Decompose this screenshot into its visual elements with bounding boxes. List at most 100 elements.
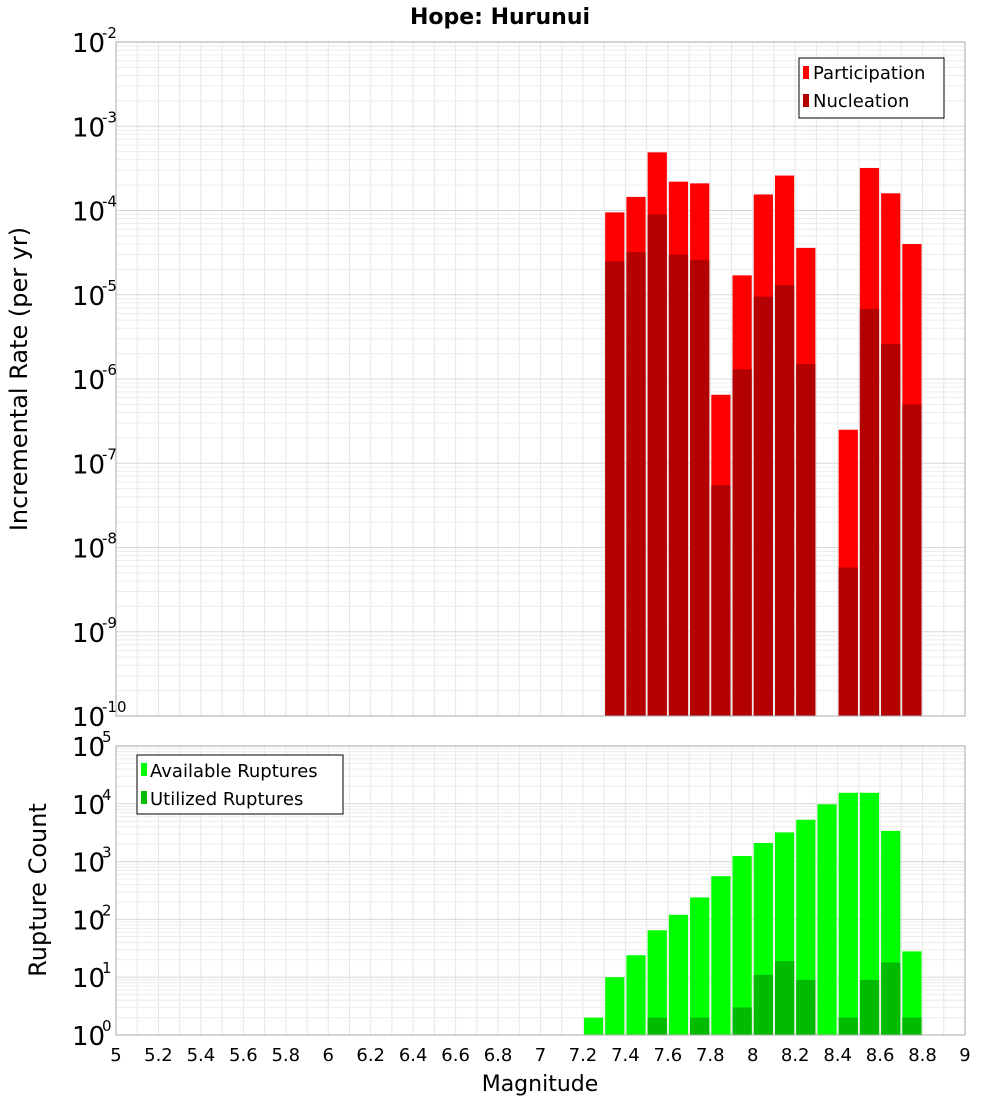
x-tick-label: 6.8	[484, 1045, 513, 1066]
bottom-bar-secondary	[838, 1017, 858, 1035]
top-bar-secondary	[753, 296, 773, 716]
x-tick-label: 5.6	[229, 1045, 258, 1066]
bottom-y-tick: 100	[72, 1017, 112, 1052]
x-tick-label: 7.8	[696, 1045, 725, 1066]
bottom-bar-primary	[902, 951, 922, 1035]
x-tick-label: 5.4	[187, 1045, 216, 1066]
legend-label-available: Available Ruptures	[150, 761, 318, 782]
top-y-tick-exponent: -3	[102, 108, 117, 126]
top-y-tick: 10-10	[72, 698, 127, 733]
legend-swatch-utilized	[141, 791, 147, 804]
legend-swatch-nucleation	[803, 94, 809, 107]
bottom-y-tick: 102	[72, 901, 112, 936]
top-y-tick-exponent: -6	[102, 361, 117, 379]
bottom-plot-frame	[115, 745, 966, 1036]
chart-title: Hope: Hurunui	[410, 5, 590, 30]
bottom-y-tick: 101	[72, 959, 112, 994]
top-bar-secondary	[732, 369, 752, 716]
top-y-tick-exponent: -10	[102, 698, 127, 716]
x-tick-label: 7.2	[569, 1045, 598, 1066]
top-y-tick-exponent: -4	[102, 193, 117, 211]
top-plot-frame	[115, 41, 966, 717]
bottom-y-tick-base: 10	[72, 733, 105, 763]
top-y-tick-base: 10	[72, 29, 105, 59]
x-tick-label: 6.4	[399, 1045, 428, 1066]
bottom-y-axis-label: Rupture Count	[24, 803, 52, 977]
legend-label-utilized: Utilized Ruptures	[150, 789, 303, 810]
top-legend: Participation Nucleation	[798, 57, 945, 119]
top-grid	[115, 42, 966, 717]
x-tick-label: 5	[110, 1045, 121, 1066]
bottom-bar-secondary	[647, 1017, 667, 1035]
top-bar-secondary	[881, 344, 901, 716]
bottom-y-tick: 105	[72, 728, 112, 763]
bottom-y-tick-exponent: 2	[102, 901, 112, 919]
top-y-tick-exponent: -8	[102, 530, 117, 548]
bottom-bar-secondary	[796, 979, 816, 1035]
bottom-bar-primary	[711, 876, 731, 1035]
bottom-y-tick-exponent: 1	[102, 959, 112, 977]
bottom-y-tick: 103	[72, 844, 112, 879]
legend-swatch-participation	[803, 66, 809, 79]
top-y-axis-label: Incremental Rate (per yr)	[5, 227, 33, 531]
bottom-y-tick-base: 10	[72, 906, 105, 936]
x-tick-label: 9	[959, 1045, 970, 1066]
bottom-bar-primary	[859, 792, 880, 1035]
bottom-bar-primary	[668, 914, 689, 1035]
top-y-tick: 10-2	[72, 24, 117, 59]
top-y-tick: 10-9	[72, 614, 117, 649]
x-tick-label: 5.2	[144, 1045, 173, 1066]
top-y-tick-base: 10	[72, 619, 105, 649]
top-bar-secondary	[838, 567, 858, 716]
top-bar-secondary	[605, 261, 625, 716]
bottom-y-tick-base: 10	[72, 964, 105, 994]
x-tick-label: 7.6	[654, 1045, 683, 1066]
bottom-y-tick-exponent: 5	[102, 728, 112, 746]
x-tick-label: 6.6	[441, 1045, 470, 1066]
bottom-y-tick-base: 10	[72, 849, 105, 879]
top-y-tick-exponent: -2	[102, 24, 117, 42]
bottom-bar-primary	[690, 897, 710, 1035]
top-bar-secondary	[796, 364, 816, 716]
x-tick-label: 8.6	[866, 1045, 895, 1066]
bottom-bar-secondary	[753, 974, 773, 1035]
top-bar-secondary	[690, 259, 710, 716]
bottom-y-tick-exponent: 0	[102, 1017, 112, 1035]
bottom-bar-primary	[583, 1017, 604, 1035]
x-tick-label: 7.4	[611, 1045, 640, 1066]
bottom-bar-primary	[605, 977, 625, 1035]
x-tick-label: 8.8	[908, 1045, 937, 1066]
top-y-tick: 10-7	[72, 445, 117, 480]
top-bar-secondary	[711, 485, 731, 716]
legend-label-nucleation: Nucleation	[813, 91, 909, 112]
bottom-x-ticks: 5 5.2 5.4 5.6 5.8 6 6.2 6.4 6.6 6.8 7 7.2 7.4 7.6 7.8 8…	[110, 1045, 970, 1066]
top-y-tick: 10-6	[72, 361, 117, 396]
top-y-tick-base: 10	[72, 535, 105, 565]
x-axis-label: Magnitude	[482, 1072, 599, 1097]
top-bar-secondary	[647, 214, 667, 716]
x-tick-label: 6.2	[356, 1045, 385, 1066]
bottom-bar-primary	[817, 804, 837, 1035]
top-y-tick: 10-4	[72, 193, 117, 228]
bottom-y-tick-base: 10	[72, 1022, 105, 1052]
bottom-legend: Available Ruptures Utilized Ruptures	[136, 754, 344, 815]
x-tick-label: 6	[323, 1045, 334, 1066]
bottom-bar-secondary	[902, 1017, 922, 1035]
bottom-y-tick-exponent: 4	[102, 786, 112, 804]
top-y-tick: 10-5	[72, 277, 117, 312]
bottom-y-tick-base: 10	[72, 791, 105, 821]
legend-swatch-available	[141, 763, 147, 776]
top-y-tick: 10-3	[72, 108, 117, 143]
x-tick-label: 8.2	[781, 1045, 810, 1066]
top-y-tick-base: 10	[72, 703, 105, 733]
bottom-bar-primary	[626, 955, 646, 1035]
x-tick-label: 7	[535, 1045, 546, 1066]
top-bar-secondary	[859, 308, 880, 716]
x-tick-label: 8.4	[823, 1045, 852, 1066]
bottom-bar-secondary	[859, 979, 880, 1035]
bottom-bar-primary	[732, 855, 752, 1035]
bottom-y-tick-exponent: 3	[102, 844, 112, 862]
